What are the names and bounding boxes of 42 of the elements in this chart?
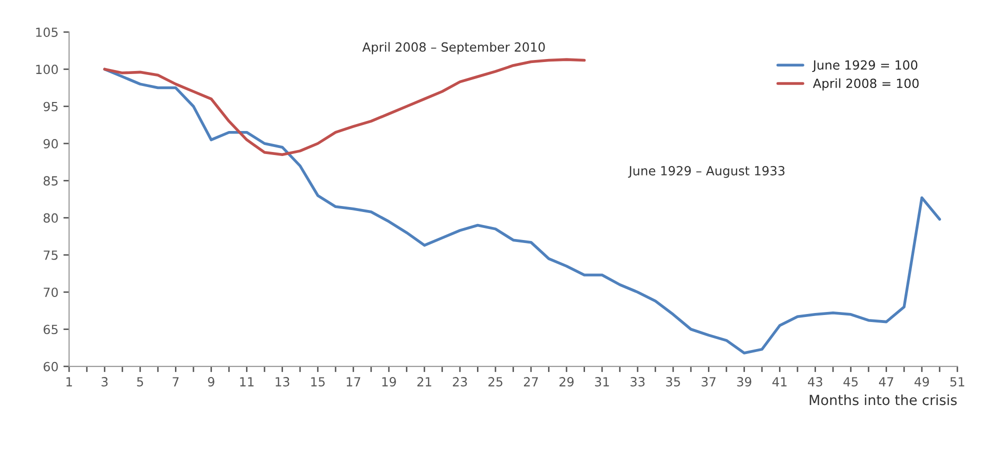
x-tick-label: 3 — [102, 377, 108, 386]
x-tick-label: 9 — [208, 377, 214, 386]
y-tick-label: 90 — [44, 138, 58, 148]
line-series — [103, 58, 586, 156]
x-tick-label: 11 — [240, 377, 254, 386]
x-tick-label: 47 — [878, 377, 894, 386]
x-tick-label: 17 — [346, 377, 360, 386]
x-tick-label: 25 — [488, 377, 502, 386]
x-tick-label: 5 — [137, 377, 144, 386]
x-tick-label: 51 — [950, 377, 964, 386]
x-tick-label: 21 — [417, 377, 432, 386]
x-tick-label: 31 — [595, 377, 609, 386]
legend-label: June 1929 = 100 — [812, 60, 918, 72]
x-tick-label: 35 — [666, 377, 680, 386]
y-tick-label: 70 — [44, 288, 58, 298]
y-tick-label: 60 — [44, 362, 58, 372]
annotation: June 1929 – August 1933 — [628, 166, 784, 178]
legend-label: April 2008 = 100 — [812, 78, 919, 90]
x-tick-label: 49 — [914, 377, 929, 386]
x-tick-label: 27 — [524, 377, 538, 386]
x-tick-label: 37 — [702, 377, 716, 386]
x-tick-label: 43 — [808, 377, 822, 386]
x-tick-label: 19 — [382, 377, 396, 386]
x-tick-label: 1 — [66, 377, 72, 386]
y-tick-label: 100 — [36, 64, 58, 74]
y-tick-label: 95 — [44, 102, 58, 112]
y-tick-label: 75 — [44, 250, 58, 260]
x-tick-label: 23 — [452, 377, 467, 386]
x-tick-label: 29 — [560, 377, 574, 386]
x-tick-label: 13 — [276, 377, 290, 386]
x-axis-title: Months into the crisis — [810, 394, 957, 406]
x-tick-label: 41 — [772, 377, 787, 386]
x-tick-label: 39 — [737, 377, 752, 386]
y-tick-label: 65 — [44, 324, 58, 334]
x-tick-label: 33 — [630, 377, 645, 386]
x-tick-label: 45 — [843, 377, 858, 386]
x-tick-label: 7 — [172, 377, 179, 386]
y-tick-label: 80 — [44, 213, 58, 223]
y-tick-label: 85 — [44, 176, 58, 186]
x-tick-label: 15 — [311, 377, 325, 386]
y-tick-label: 105 — [36, 28, 58, 37]
annotation: April 2008 – September 2010 — [362, 42, 545, 54]
